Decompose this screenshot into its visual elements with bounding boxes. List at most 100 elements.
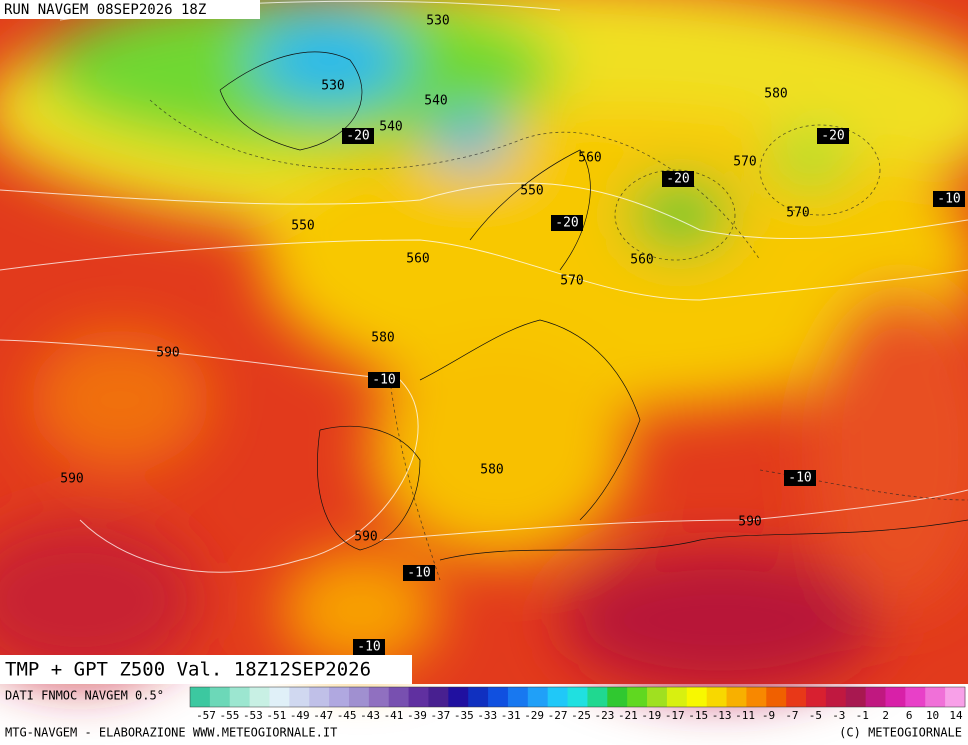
contour-label: 560 (406, 252, 429, 267)
scale-label: -3 (832, 709, 845, 722)
isotherm-label: -10 (788, 471, 811, 486)
scale-label: -5 (809, 709, 822, 722)
isotherms (149, 99, 968, 581)
scale-swatch (368, 687, 390, 707)
scale-swatch (329, 687, 350, 707)
contour-label: 590 (60, 472, 83, 487)
scale-swatch (686, 687, 708, 707)
scale-swatch (229, 687, 251, 707)
scale-swatch (885, 687, 906, 707)
scale-label: -11 (735, 709, 755, 722)
contour-label: 560 (630, 253, 653, 268)
scale-label: 2 (882, 709, 889, 722)
scale-label: -55 (220, 709, 240, 722)
scale-swatch (647, 687, 668, 707)
scale-swatch (587, 687, 608, 707)
isotherm-label-bg (368, 372, 400, 388)
scale-label: -9 (762, 709, 775, 722)
scale-swatch (249, 687, 270, 707)
contour-label: 550 (520, 184, 543, 199)
scale-swatch (269, 687, 290, 707)
contour-label: 540 (379, 120, 402, 135)
scale-swatch (726, 687, 747, 707)
scale-label: -19 (641, 709, 661, 722)
isotherm-label: -10 (407, 566, 430, 581)
scale-swatch (845, 687, 867, 707)
scale-swatch (567, 687, 588, 707)
scale-label: -45 (337, 709, 357, 722)
header-box (0, 0, 260, 19)
scale-swatch (627, 687, 648, 707)
scale-swatch (488, 687, 509, 707)
scale-swatch (309, 687, 330, 707)
scale-label: -17 (665, 709, 685, 722)
scale-label: -7 (785, 709, 798, 722)
scale-label: 10 (926, 709, 939, 722)
isotherm-label: -10 (357, 640, 380, 655)
scale-swatch (825, 687, 847, 707)
scale-swatch (348, 687, 370, 707)
scale-swatch (527, 687, 549, 707)
scale-swatch (607, 687, 628, 707)
isotherm-label: -20 (821, 129, 844, 144)
isotherm-label-bg (551, 215, 583, 231)
map-title: TMP + GPT Z500 Val. 18Z12SEP2026 (5, 659, 371, 681)
scale-label: -57 (196, 709, 216, 722)
coastlines (219, 51, 968, 561)
contour-label: 590 (156, 346, 179, 361)
contour-label: 540 (424, 94, 447, 109)
isotherm-label: -20 (666, 172, 689, 187)
contour-label: 550 (291, 219, 314, 234)
scale-label: -53 (243, 709, 263, 722)
footer-right: (C) METEOGIORNALE (839, 726, 962, 740)
scale-label: -41 (384, 709, 404, 722)
scale-label: -51 (266, 709, 286, 722)
scale-swatch (786, 687, 807, 707)
contour-label: 570 (733, 155, 756, 170)
scale-label: -25 (571, 709, 591, 722)
scale-label: -49 (290, 709, 310, 722)
scale-swatch (428, 687, 449, 707)
isotherm-label-bg (342, 128, 374, 144)
scale-swatch (905, 687, 926, 707)
scale-swatch (666, 687, 688, 707)
scale-label: 6 (906, 709, 913, 722)
scale-label: -47 (313, 709, 333, 722)
scale-swatch (408, 687, 429, 707)
scale-swatch (448, 687, 469, 707)
scale-label: -23 (595, 709, 615, 722)
scale-swatch (746, 687, 767, 707)
scale-label: -31 (501, 709, 521, 722)
title-box (0, 655, 412, 684)
header: RUN NAVGEM 08SEP2026 18Z (4, 2, 206, 18)
scale-label: -43 (360, 709, 380, 722)
scale-label: -27 (548, 709, 568, 722)
isotherm-label-bg (662, 171, 694, 187)
contour-label: 590 (354, 530, 377, 545)
isotherm-label-bg (784, 470, 816, 486)
scale-label: -21 (618, 709, 638, 722)
scale-swatch (706, 687, 728, 707)
contour-label: 580 (764, 87, 787, 102)
contour-label: 580 (371, 331, 394, 346)
contour-label: 530 (321, 79, 344, 94)
footer-left: MTG-NAVGEM - ELABORAZIONE WWW.METEOGIORN… (5, 726, 337, 740)
scale-label: -15 (688, 709, 708, 722)
map: 530 530 540 540 560 550 580 570 570 550 560 560 570 5… (0, 0, 968, 690)
scale-label: -29 (524, 709, 544, 722)
scale-label: -33 (477, 709, 497, 722)
scale-swatch (190, 687, 211, 707)
scale-label: 14 (949, 709, 963, 722)
isotherm-label-bg (353, 639, 385, 655)
contour-label: 530 (426, 14, 449, 29)
scale-swatch (388, 687, 410, 707)
isotherm-label-bg (817, 128, 849, 144)
scale-label: -35 (454, 709, 474, 722)
scale-border (189, 686, 966, 708)
scale-label: -13 (712, 709, 732, 722)
source: DATI FNMOC NAVGEM 0.5° (5, 689, 164, 703)
scale-swatch (468, 687, 489, 707)
contour-label: 580 (480, 463, 503, 478)
color-scale: -57 -55 -53 -51 -49 -47 -45 -43 -41 -39 -37 -35 -33-… (189, 686, 966, 722)
